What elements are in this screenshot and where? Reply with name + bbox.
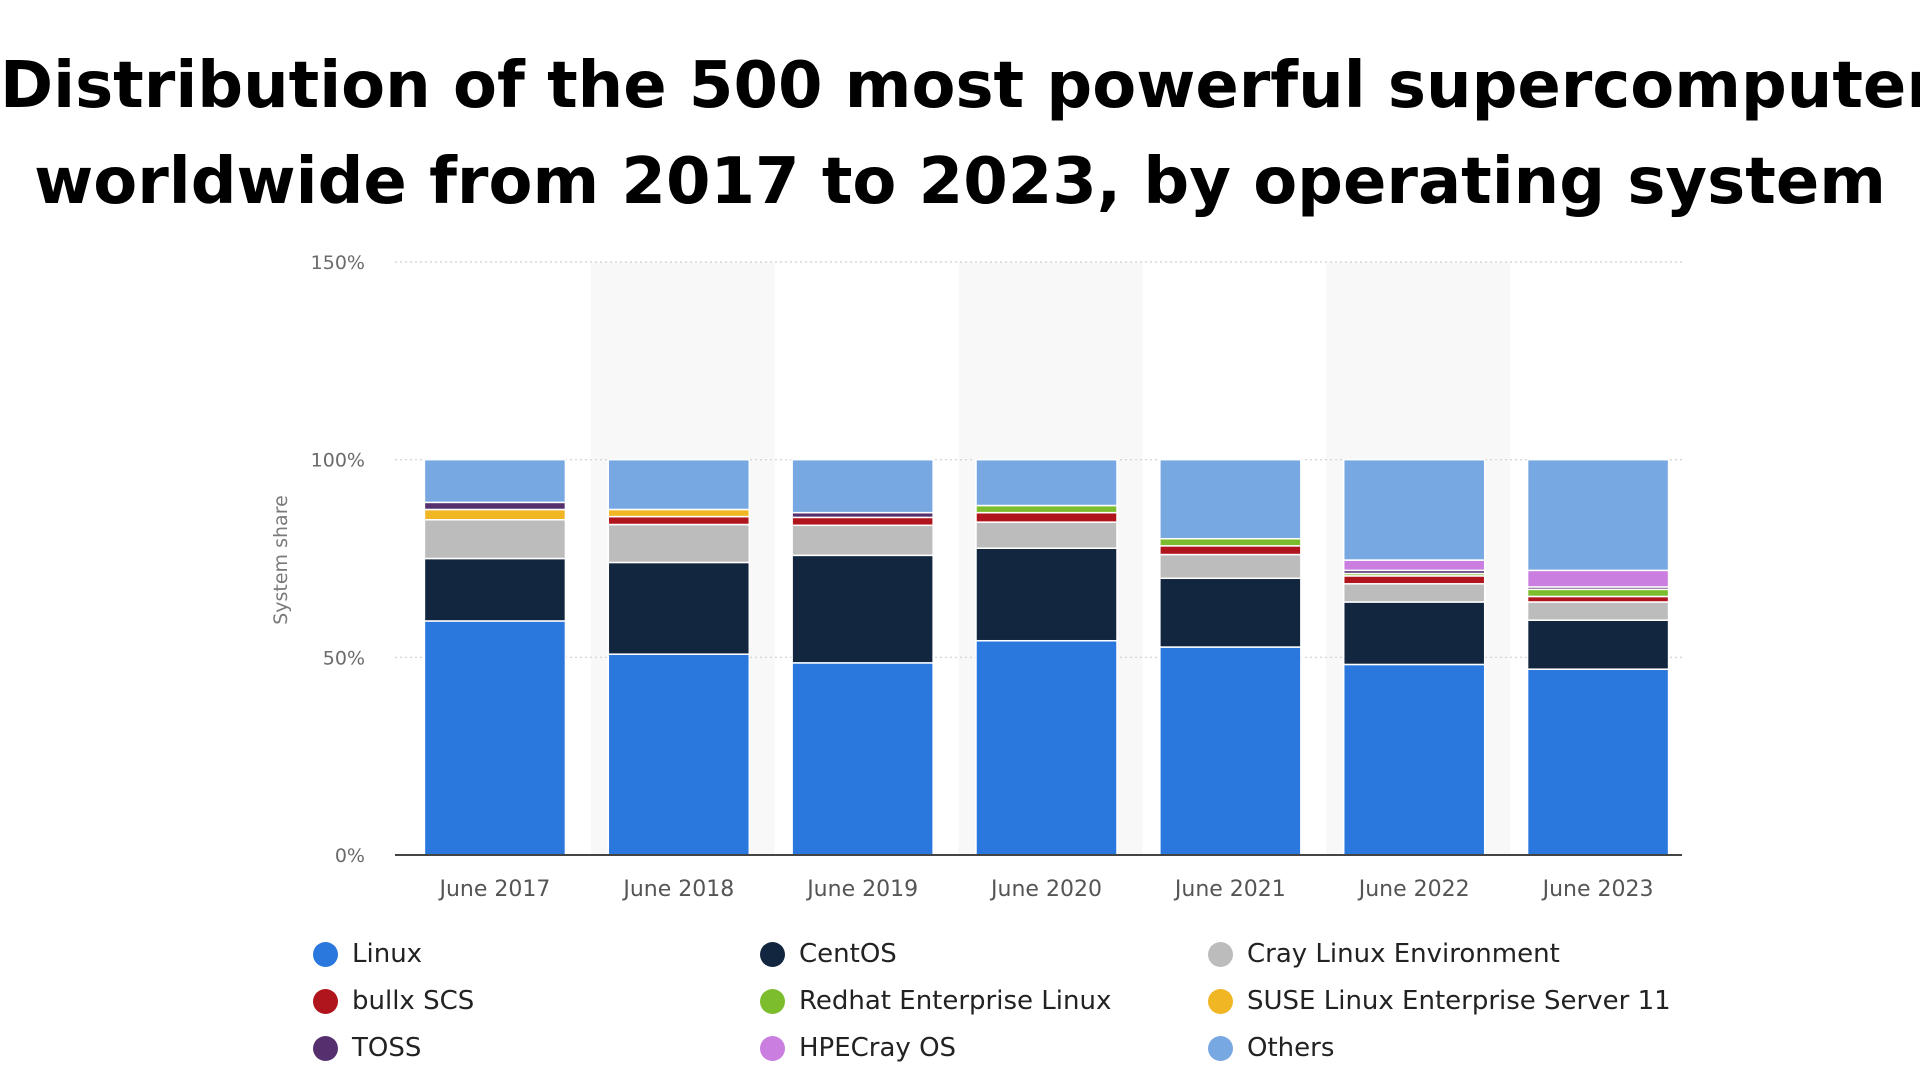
chart-title-line-2: worldwide from 2017 to 2023, by operatin… [34, 145, 1886, 219]
chart-title-line-1: Distribution of the 500 most powerful su… [0, 49, 1920, 123]
bar-segment-linux-0 [423, 620, 567, 856]
bar-segment-centos-4 [1159, 577, 1302, 648]
bar-segment-toss-0 [423, 501, 567, 511]
y-axis-label: System share [270, 495, 292, 625]
y-tick-label-0: 0% [335, 845, 365, 867]
bar-segment-linux-4 [1159, 646, 1302, 856]
x-tick-label-4: June 2021 [1173, 877, 1286, 902]
bar-segment-others-1 [607, 458, 751, 511]
bar-segment-linux-5 [1342, 663, 1486, 856]
bar-segment-others-4 [1159, 458, 1302, 540]
y-tick-label-150: 150% [311, 252, 365, 274]
bar-segment-linux-3 [975, 639, 1118, 856]
bar-segment-bullx-scs-3 [975, 511, 1118, 523]
x-tick-label-1: June 2018 [621, 877, 734, 902]
bar-segment-cray-linux-environment-3 [975, 521, 1118, 549]
bar-segment-others-6 [1526, 458, 1670, 572]
bar-segment-cray-linux-environment-1 [607, 523, 751, 564]
x-tick-label-2: June 2019 [805, 877, 918, 902]
bar-segment-others-0 [423, 458, 567, 504]
bar-segment-centos-5 [1342, 601, 1486, 666]
bar-segment-suse-linux-enterprise-server-11-0 [423, 508, 567, 521]
bar-segment-others-2 [791, 458, 934, 514]
bar-segment-centos-6 [1526, 619, 1670, 670]
bar-segment-cray-linux-environment-5 [1342, 583, 1486, 603]
bar-segment-hpecray-os-6 [1526, 569, 1670, 588]
bar-segment-bullx-scs-4 [1159, 545, 1302, 556]
bar-segment-cray-linux-environment-6 [1526, 601, 1670, 621]
bar-segment-suse-linux-enterprise-server-11-1 [607, 508, 751, 518]
y-tick-label-50: 50% [323, 647, 365, 669]
bar-segment-cray-linux-environment-4 [1159, 553, 1302, 580]
bar-segment-others-5 [1342, 458, 1486, 561]
bar-segment-bullx-scs-2 [791, 516, 934, 527]
bar-segment-redhat-enterprise-linux-6 [1526, 588, 1670, 598]
y-tick-label-100: 100% [311, 450, 365, 472]
bar-segment-centos-2 [791, 554, 934, 664]
x-tick-label-6: June 2023 [1541, 877, 1654, 902]
x-tick-label-5: June 2022 [1357, 877, 1470, 902]
bar-segment-centos-3 [975, 547, 1118, 642]
bar-segment-redhat-enterprise-linux-4 [1159, 537, 1302, 547]
bar-segment-centos-0 [423, 557, 567, 622]
bar-segment-centos-1 [607, 561, 751, 655]
bar-segment-others-3 [975, 458, 1118, 507]
bar-segment-linux-1 [607, 653, 751, 856]
bar-segment-cray-linux-environment-0 [423, 519, 567, 560]
x-tick-label-0: June 2017 [437, 877, 550, 902]
bar-segment-bullx-scs-6 [1526, 595, 1670, 603]
bar-segment-linux-2 [791, 662, 934, 856]
x-tick-label-3: June 2020 [989, 877, 1102, 902]
bar-segment-linux-6 [1526, 668, 1670, 856]
bar-segment-bullx-scs-1 [607, 515, 751, 526]
bar-segment-hpecray-os-5 [1342, 559, 1486, 572]
bar-segment-bullx-scs-5 [1342, 575, 1486, 585]
chart-title: Distribution of the 500 most powerful su… [0, 38, 1920, 230]
bar-segment-cray-linux-environment-2 [791, 524, 934, 557]
bar-segment-redhat-enterprise-linux-3 [975, 504, 1118, 514]
